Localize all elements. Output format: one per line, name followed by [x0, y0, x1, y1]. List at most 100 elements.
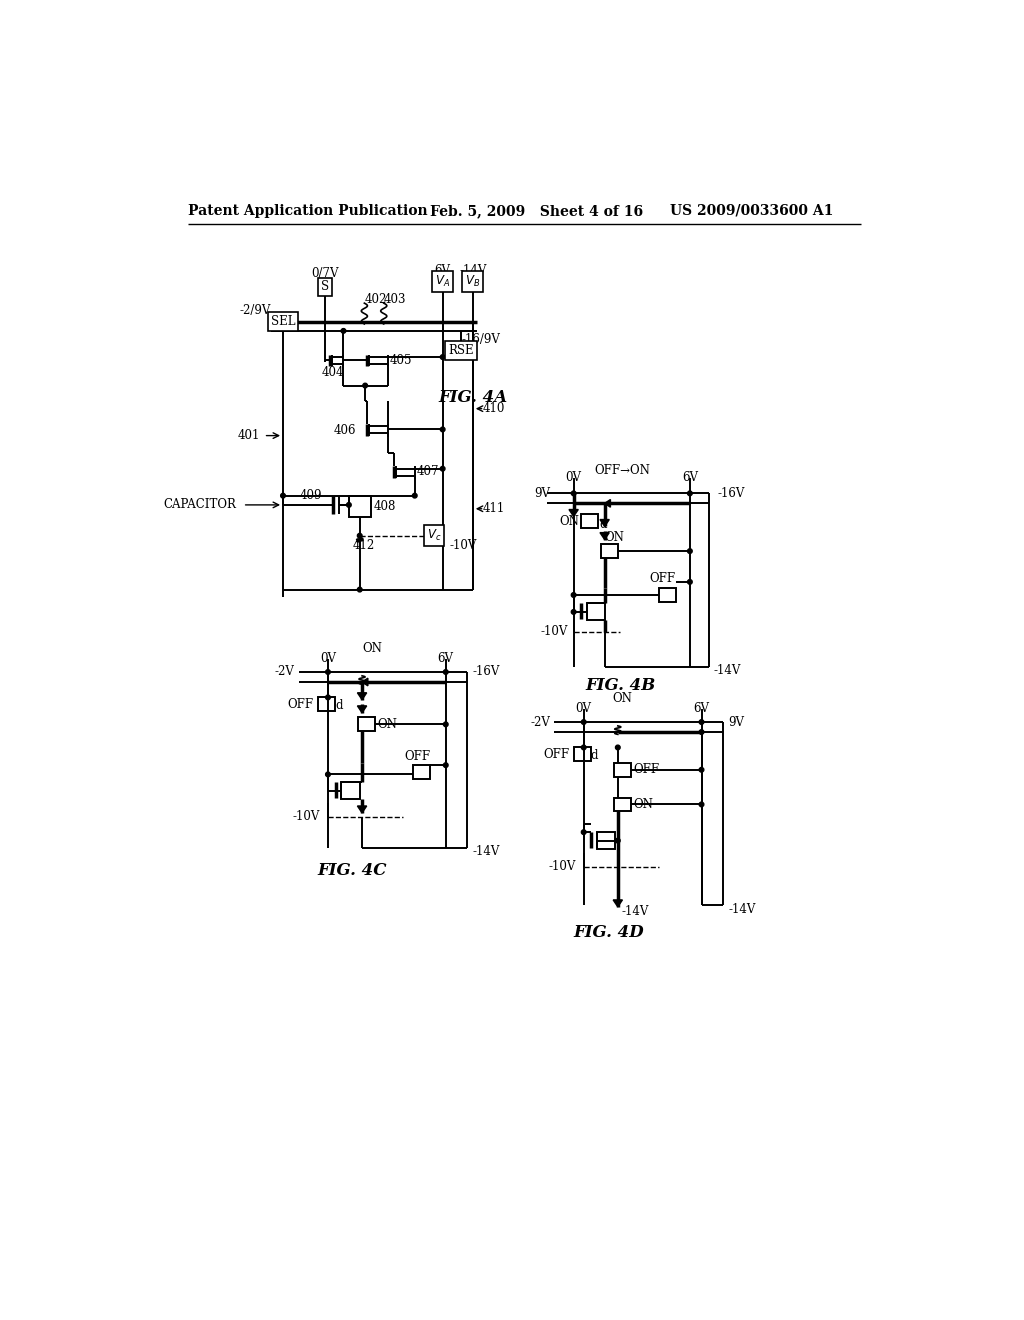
Circle shape [326, 696, 331, 700]
Polygon shape [357, 693, 367, 700]
Text: 9V: 9V [535, 487, 550, 500]
Circle shape [357, 533, 362, 539]
Text: $V_c$: $V_c$ [427, 528, 441, 544]
Bar [601, 544, 617, 558]
Circle shape [571, 593, 575, 597]
Circle shape [699, 719, 703, 725]
Bar [573, 747, 591, 762]
Polygon shape [600, 533, 609, 540]
Bar [614, 763, 631, 776]
Circle shape [326, 669, 331, 675]
Text: -14V: -14V [473, 845, 501, 858]
Bar [587, 603, 605, 620]
Text: US 2009/0033600 A1: US 2009/0033600 A1 [671, 203, 834, 218]
Text: 0V: 0V [575, 702, 592, 715]
Text: OFF: OFF [404, 750, 430, 763]
Circle shape [582, 830, 586, 834]
Text: SEL: SEL [270, 315, 295, 329]
Circle shape [443, 722, 449, 726]
Text: 9V: 9V [729, 715, 744, 729]
Circle shape [346, 503, 351, 507]
Polygon shape [357, 706, 367, 713]
Text: CAPACITOR: CAPACITOR [164, 499, 237, 511]
Text: -14V: -14V [459, 264, 486, 277]
Polygon shape [604, 499, 610, 507]
Text: OFF: OFF [288, 698, 314, 711]
Text: 408: 408 [374, 500, 396, 513]
Bar [414, 766, 430, 779]
Bar [658, 589, 676, 602]
Circle shape [443, 669, 449, 675]
Circle shape [281, 494, 286, 498]
Text: ON: ON [633, 797, 653, 810]
Circle shape [687, 491, 692, 496]
Text: -14V: -14V [713, 664, 740, 677]
Text: FIG. 4D: FIG. 4D [573, 924, 644, 941]
Circle shape [687, 549, 692, 553]
Circle shape [413, 494, 417, 498]
Circle shape [443, 763, 449, 767]
Circle shape [699, 767, 703, 772]
Text: RSE: RSE [449, 345, 474, 358]
Text: ON: ON [559, 515, 579, 528]
Text: 406: 406 [334, 424, 356, 437]
Text: $V_B$: $V_B$ [465, 275, 480, 289]
Circle shape [341, 329, 346, 333]
Circle shape [582, 744, 586, 750]
Text: S: S [321, 280, 329, 293]
Text: -10V: -10V [541, 626, 568, 639]
Text: Patent Application Publication: Patent Application Publication [188, 203, 428, 218]
Text: d: d [591, 750, 598, 763]
Text: 401: 401 [238, 429, 260, 442]
Text: 6V: 6V [682, 471, 698, 484]
Text: 405: 405 [390, 354, 413, 367]
Text: -10V: -10V [549, 861, 575, 874]
Bar [597, 832, 615, 849]
Bar [317, 697, 335, 711]
Bar [341, 781, 359, 799]
Circle shape [615, 838, 621, 843]
Text: -16V: -16V [473, 665, 501, 678]
Text: 6V: 6V [437, 652, 454, 665]
Circle shape [699, 803, 703, 807]
Text: 6V: 6V [434, 264, 451, 277]
Circle shape [357, 587, 362, 591]
Circle shape [362, 383, 368, 388]
Text: OFF: OFF [544, 748, 569, 760]
Text: 0V: 0V [565, 471, 582, 484]
Text: OFF→ON: OFF→ON [595, 463, 650, 477]
Bar [614, 797, 631, 812]
Text: -16V: -16V [717, 487, 744, 500]
Polygon shape [600, 520, 609, 527]
Text: -10V: -10V [293, 810, 321, 824]
Text: -2V: -2V [274, 665, 295, 678]
Text: 0V: 0V [319, 652, 336, 665]
Text: -2/9V: -2/9V [240, 305, 271, 317]
Bar [358, 718, 375, 731]
Circle shape [582, 719, 586, 725]
Text: d: d [599, 519, 607, 532]
Circle shape [571, 491, 575, 496]
Text: 411: 411 [483, 502, 505, 515]
Text: 6V: 6V [693, 702, 710, 715]
Circle shape [699, 730, 703, 734]
Bar [349, 496, 371, 517]
Text: OFF: OFF [649, 572, 676, 585]
Text: ON: ON [612, 693, 633, 705]
Text: d: d [335, 700, 343, 713]
Text: -14V: -14V [729, 903, 756, 916]
Text: 402: 402 [365, 293, 387, 306]
Polygon shape [613, 900, 623, 907]
Text: 404: 404 [323, 366, 345, 379]
Text: ON: ON [362, 643, 382, 656]
Text: FIG. 4B: FIG. 4B [586, 677, 655, 694]
Text: 0/7V: 0/7V [311, 268, 339, 280]
Text: OFF: OFF [633, 763, 659, 776]
Circle shape [326, 772, 331, 776]
Text: $V_A$: $V_A$ [435, 275, 451, 289]
Text: ON: ON [378, 718, 397, 731]
Text: -2V: -2V [530, 715, 550, 729]
Circle shape [687, 579, 692, 585]
Polygon shape [357, 807, 367, 813]
Text: 407: 407 [417, 465, 439, 478]
